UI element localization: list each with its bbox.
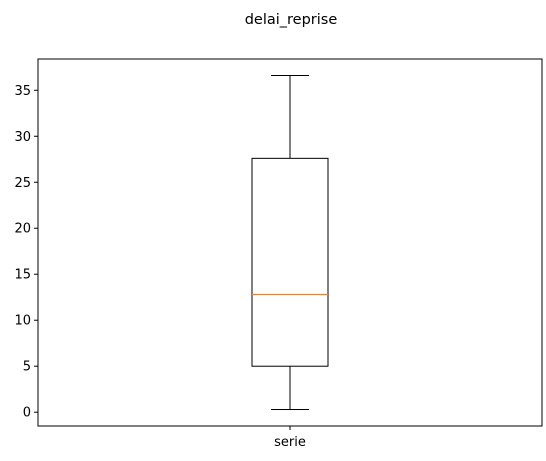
box-series (252, 76, 328, 410)
y-tick-label: 5 (23, 360, 31, 375)
y-tick-label: 0 (23, 406, 31, 421)
x-tick-label: serie (274, 435, 306, 450)
y-tick-label: 35 (14, 84, 31, 99)
chart-title: delai_reprise (245, 12, 338, 28)
y-tick-label: 20 (14, 222, 31, 237)
interquartile-box (252, 158, 328, 366)
y-tick-label: 15 (14, 268, 31, 283)
y-tick-label: 30 (14, 130, 31, 145)
y-tick-label: 10 (14, 314, 31, 329)
x-axis: serie (274, 426, 306, 450)
box-item (252, 76, 328, 410)
y-tick-label: 25 (14, 176, 31, 191)
y-axis: 0 5 10 15 20 25 30 35 (14, 84, 38, 421)
